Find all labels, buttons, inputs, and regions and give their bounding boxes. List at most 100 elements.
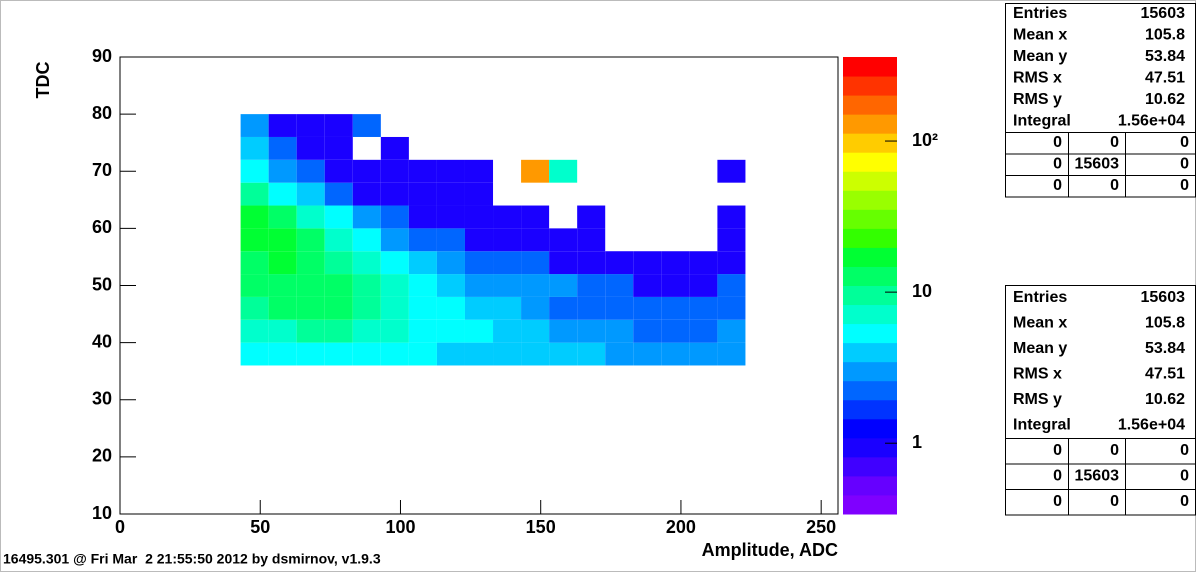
colorbar-segment — [843, 171, 897, 191]
heat-cell — [521, 296, 550, 320]
stats-cell: 0 — [1180, 177, 1189, 194]
colorbar-segment — [843, 437, 897, 458]
heat-cell — [464, 159, 494, 183]
heat-cell — [324, 114, 353, 137]
stats-box — [1005, 3, 1196, 198]
stats-cell: 0 — [1053, 155, 1062, 172]
heat-cell — [380, 182, 409, 206]
stats-cell: 0 — [1110, 177, 1119, 194]
heat-cell — [717, 342, 746, 366]
heat-cell — [408, 342, 437, 366]
heat-cell — [268, 114, 297, 137]
heat-cell — [408, 182, 437, 206]
stats-cell: 0 — [1180, 442, 1189, 459]
heat-cell — [408, 274, 437, 297]
heat-cell — [605, 274, 634, 297]
heat-cell — [240, 114, 269, 137]
heat-cell — [352, 296, 381, 320]
heat-cell — [464, 205, 494, 229]
heat-cell — [352, 251, 381, 275]
stats-value: 1.56e+04 — [1118, 416, 1185, 433]
y-tick-label: 70 — [92, 160, 112, 180]
heat-cell — [240, 251, 269, 275]
heat-cell — [521, 319, 550, 343]
heat-cell — [380, 205, 409, 229]
heat-cell — [521, 159, 550, 183]
heat-cell — [268, 182, 297, 206]
heat-cell — [268, 251, 297, 275]
heat-cell — [605, 251, 634, 275]
heat-cell — [324, 228, 353, 252]
colorbar-segment — [843, 114, 897, 134]
colorbar-segment — [843, 152, 897, 172]
heat-cell — [380, 159, 409, 183]
heat-cell — [324, 319, 353, 343]
heat-cell — [352, 228, 381, 252]
heat-cell — [268, 319, 297, 343]
colorbar-segment — [843, 285, 897, 306]
y-tick-label: 10 — [92, 503, 112, 523]
heat-cell — [408, 251, 437, 275]
y-tick-label: 80 — [92, 103, 112, 123]
heat-cell — [436, 342, 465, 366]
heat-cell — [436, 296, 465, 320]
y-tick-label: 40 — [92, 331, 112, 351]
heat-cell — [464, 228, 494, 252]
stats-cell: 0 — [1053, 177, 1062, 194]
heat-cell — [577, 342, 606, 366]
z-tick-label: 10 — [912, 281, 932, 301]
heat-cell — [296, 159, 325, 183]
stats-cell: 0 — [1053, 467, 1062, 484]
heat-cell — [577, 251, 606, 275]
heat-cell — [268, 296, 297, 320]
heat-cell — [689, 319, 718, 343]
heat-cell — [717, 228, 746, 252]
x-tick-label: 150 — [526, 517, 556, 537]
heat-cell — [240, 274, 269, 297]
stats-value: 47.51 — [1145, 69, 1185, 86]
colorbar-segment — [843, 190, 897, 210]
stats-label: Mean y — [1013, 48, 1067, 65]
colorbar-segment — [843, 361, 897, 382]
heat-cell — [717, 205, 746, 229]
stats-cell: 0 — [1180, 134, 1189, 151]
y-tick-label: 50 — [92, 274, 112, 294]
heat-cell — [352, 319, 381, 343]
heat-cell — [661, 319, 690, 343]
heat-cell — [268, 342, 297, 366]
heat-cell — [633, 342, 662, 366]
heat-cell — [661, 296, 690, 320]
heat-cell — [521, 274, 550, 297]
heat-cell — [661, 251, 690, 275]
heat-cell — [408, 296, 437, 320]
heat-cell — [324, 205, 353, 229]
heat-cell — [240, 296, 269, 320]
heat-cell — [717, 274, 746, 297]
colorbar-segment — [843, 494, 897, 515]
heat-cell — [436, 319, 465, 343]
colorbar-segment — [843, 266, 897, 286]
heat-cell — [380, 342, 409, 366]
heat-cell — [352, 205, 381, 229]
heat-cell — [464, 274, 494, 297]
heat-cell — [605, 296, 634, 320]
heat-cell — [352, 159, 381, 183]
stats-cell: 0 — [1180, 155, 1189, 172]
colorbar-segment — [843, 76, 897, 96]
stats-value: 47.51 — [1145, 365, 1185, 382]
heat-cell — [436, 274, 465, 297]
heat-cell — [352, 182, 381, 206]
x-tick-label: 250 — [806, 517, 836, 537]
heat-cell — [296, 319, 325, 343]
heat-cell — [549, 296, 578, 320]
heat-cell — [521, 342, 550, 366]
heat-cell — [661, 274, 690, 297]
heat-cell — [493, 319, 522, 343]
colorbar-segment — [843, 133, 897, 153]
z-tick-label: 10² — [912, 130, 938, 150]
heat-cell — [717, 319, 746, 343]
stats-value: 105.8 — [1145, 314, 1185, 331]
heat-cell — [324, 159, 353, 183]
heat-cell — [549, 342, 578, 366]
heat-cell — [549, 274, 578, 297]
